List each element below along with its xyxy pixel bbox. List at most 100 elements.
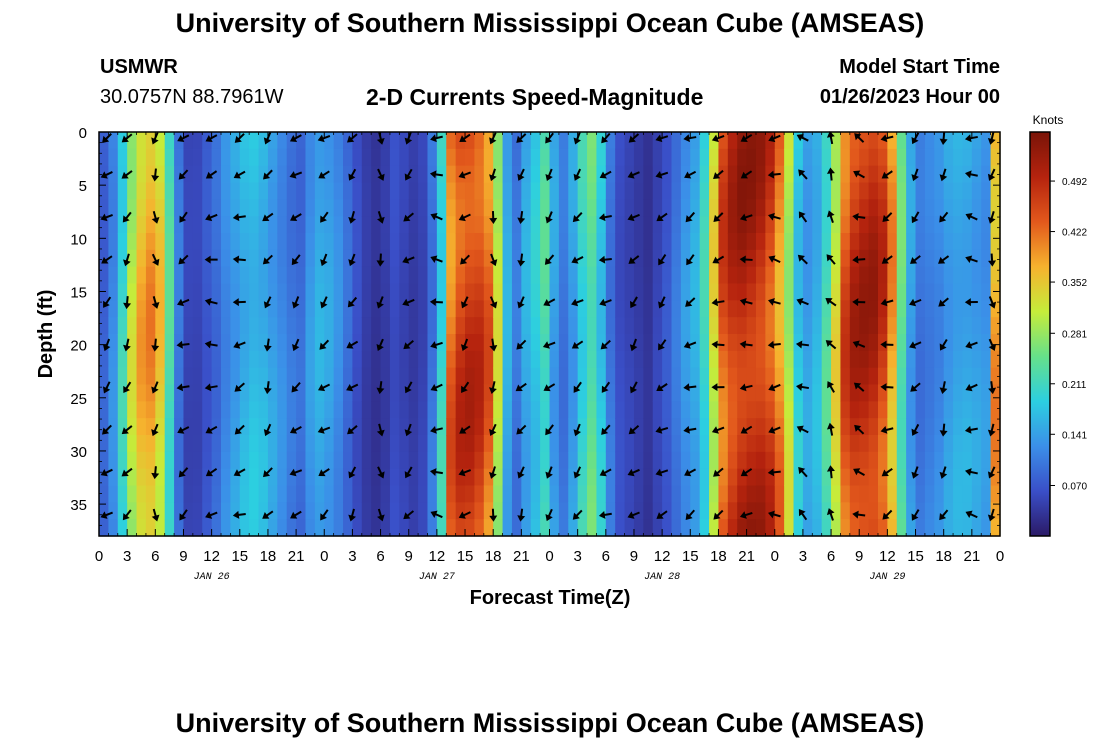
heatmap-cell [174,148,185,167]
heatmap-cell [540,435,551,453]
heatmap-cell [530,148,541,167]
heatmap-cell [502,148,513,167]
heatmap-cell [361,182,372,200]
heatmap-cell [671,451,682,470]
heatmap-cell [990,367,1001,386]
heatmap-cell [305,199,316,217]
heatmap-cell [652,384,663,402]
heatmap-cell [530,249,541,268]
heatmap-cell [549,367,560,386]
heatmap-cell [408,334,419,352]
heatmap-cell [465,502,476,520]
heatmap-cell [737,199,748,217]
heatmap-cell [530,317,541,335]
heatmap-cell [802,300,813,318]
heatmap-cell [389,300,400,318]
heatmap-cell [324,468,335,487]
heatmap-cell [652,148,663,167]
heatmap-cell [511,233,522,251]
current-arrow [262,254,273,265]
heatmap-cell [821,468,832,487]
current-arrow [348,168,357,181]
current-arrow [517,508,526,522]
current-arrow [911,423,920,436]
heatmap-cell [99,199,109,217]
current-arrow [319,339,330,350]
current-arrow [205,467,218,477]
heatmap-cell [117,418,128,436]
heatmap-cell [108,418,119,436]
heatmap-cell [558,384,569,402]
heatmap-cell [887,367,898,386]
heatmap-cell [305,468,316,487]
heatmap-cell [183,367,194,386]
heatmap-cell [399,283,410,301]
heatmap-cell [943,418,954,436]
heatmap-cell [896,519,907,537]
heatmap-cell [643,182,654,200]
heatmap-cell [230,182,241,200]
heatmap-cell [230,485,241,503]
current-arrow [320,509,329,521]
heatmap-cell [793,502,804,520]
heatmap-cell [906,283,917,301]
heatmap-cell [164,132,175,150]
heatmap-cell [699,367,710,386]
heatmap-cell [624,148,635,167]
heatmap-cell [221,502,231,520]
heatmap-cell [784,519,795,537]
heatmap-cell [352,317,363,335]
current-arrow [403,340,414,350]
heatmap-cell [361,334,372,352]
heatmap-cell [587,233,598,251]
x-tick-label: 18 [710,548,727,565]
heatmap-cell [690,233,701,251]
heatmap-cell [962,451,973,470]
heatmap-cell [784,266,795,285]
heatmap-cell [267,401,278,419]
heatmap-cell [540,485,551,503]
heatmap-cell [840,300,851,318]
heatmap-cell [324,216,335,234]
heatmap-cell [943,451,954,470]
heatmap-cell [305,165,316,184]
heatmap-cell [737,401,748,419]
heatmap-cell [831,132,842,150]
heatmap-cell [202,451,213,470]
heatmap-cell [690,249,701,268]
heatmap-cell [389,468,400,487]
heatmap-cell [953,182,964,200]
heatmap-cell [652,249,663,268]
heatmap-cell [155,266,166,285]
heatmap-cell [108,182,119,200]
x-tick-label: 12 [429,548,446,565]
heatmap-cell [324,165,335,184]
current-arrow [768,426,781,434]
heatmap-cell [174,418,185,436]
heatmap-cell [896,468,907,487]
heatmap-cell [662,468,673,487]
heatmap-cell [371,266,382,285]
heatmap-cell [343,334,354,352]
heatmap-cell [943,249,954,268]
heatmap-cell [408,435,419,453]
current-arrow [545,132,554,144]
heatmap-cell [990,502,1001,520]
x-tick-label: 15 [231,548,248,565]
heatmap-cell [99,468,109,487]
heatmap-cell [343,485,354,503]
heatmap-cell [812,418,823,436]
date-label: JAN 29 [869,572,905,583]
heatmap-cell [305,182,316,200]
heatmap-cell [483,132,494,150]
heatmap-cell [249,350,260,369]
heatmap-cell [558,367,569,386]
heatmap-cell [709,435,720,453]
current-arrow [403,510,415,520]
heatmap-cell [709,283,720,301]
heatmap-cell [511,350,522,369]
heatmap-cell [737,148,748,167]
current-arrow [376,423,385,437]
current-arrow [347,133,358,143]
heatmap-cell [652,519,663,537]
